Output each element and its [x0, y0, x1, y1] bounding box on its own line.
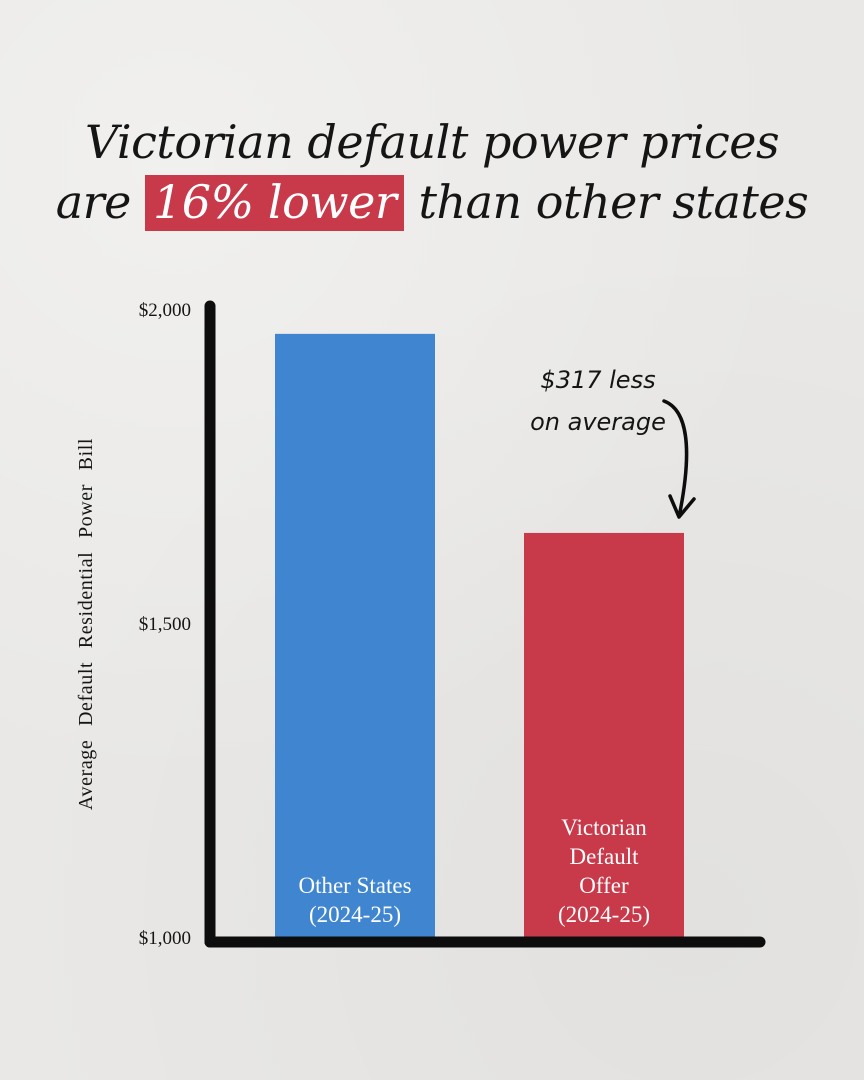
chart-title: Victorian default power prices are 16% l… — [0, 112, 864, 232]
annotation-arrowhead — [668, 494, 696, 519]
y-axis-title: Average Default Residential Power Bill — [75, 438, 97, 810]
annotation-arrow — [662, 399, 689, 514]
bar-label-other-states: Other States (2024-25) — [298, 873, 411, 927]
title-line-2-end: than other states — [418, 175, 809, 229]
annotation-text: $317 less on average — [530, 366, 666, 436]
bar-victorian-default-offer — [524, 532, 684, 938]
title-line-2: are 16% lower than other states — [0, 172, 864, 232]
bar-other-states — [275, 333, 435, 938]
y-tick-label: $1,000 — [139, 928, 191, 949]
title-line-2-start: are — [55, 175, 132, 229]
bar-label-victorian-default-offer: Victorian Default Offer (2024-25) — [558, 815, 650, 927]
y-tick-label: $2,000 — [139, 300, 191, 321]
title-line-1: Victorian default power prices — [84, 115, 780, 169]
title-highlight: 16% lower — [145, 175, 405, 231]
y-tick-label: $1,500 — [139, 614, 191, 635]
